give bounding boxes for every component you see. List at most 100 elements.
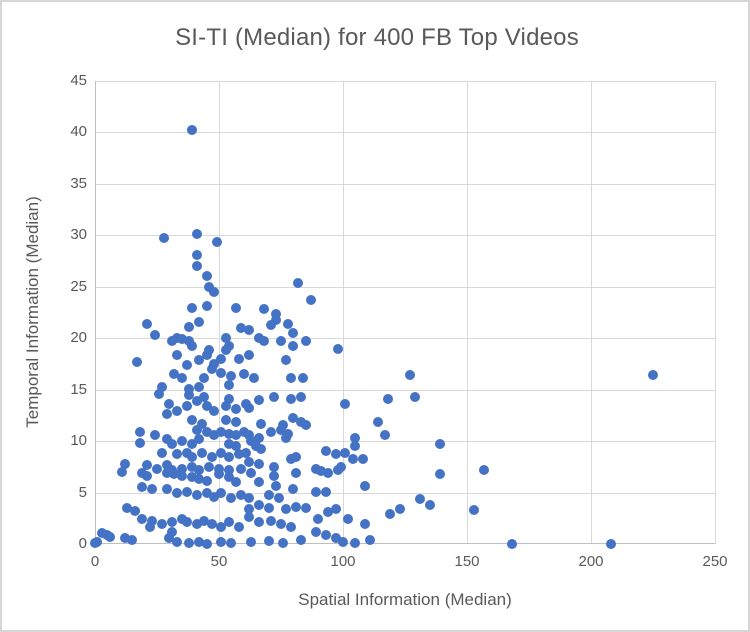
data-point: [194, 464, 205, 475]
data-point: [216, 487, 227, 498]
data-point: [147, 516, 158, 527]
data-point: [191, 249, 202, 260]
data-point: [280, 354, 291, 365]
data-point: [171, 536, 182, 547]
data-point: [216, 368, 227, 379]
data-point: [295, 534, 306, 545]
data-point: [285, 393, 296, 404]
data-point: [214, 469, 224, 480]
data-point: [181, 359, 192, 370]
v-gridline: [715, 81, 716, 544]
data-point: [243, 512, 254, 523]
data-point: [276, 424, 286, 435]
data-point: [253, 458, 264, 469]
data-point: [166, 517, 177, 528]
data-point: [169, 469, 180, 480]
data-point: [186, 414, 197, 425]
data-point: [186, 451, 197, 462]
data-point: [191, 261, 202, 272]
x-axis-title: Spatial Information (Median): [298, 590, 512, 609]
y-tick-label: 45: [70, 72, 87, 89]
x-tick-label: 150: [454, 553, 480, 570]
v-gridline: [591, 81, 592, 544]
data-point: [380, 429, 391, 440]
data-point: [342, 514, 353, 525]
v-gridline: [467, 81, 468, 544]
data-point: [226, 537, 237, 548]
data-point: [176, 471, 187, 482]
data-point: [194, 474, 205, 485]
data-point: [330, 449, 341, 460]
data-point: [132, 356, 143, 367]
data-point: [169, 369, 180, 380]
data-point: [223, 428, 234, 439]
data-point: [186, 461, 197, 472]
data-point: [104, 531, 115, 542]
data-point: [166, 336, 177, 347]
data-point: [194, 381, 205, 392]
data-point: [194, 354, 205, 365]
data-point: [201, 349, 212, 360]
data-point: [186, 341, 197, 352]
data-point: [310, 526, 321, 537]
data-point: [134, 438, 145, 449]
x-tick-label: 200: [578, 553, 604, 570]
data-point: [122, 502, 133, 513]
data-point: [231, 404, 242, 415]
data-point: [204, 281, 215, 292]
data-point: [300, 502, 311, 513]
data-point: [161, 459, 172, 470]
data-point: [186, 125, 197, 136]
data-point: [191, 519, 202, 530]
data-point: [253, 517, 264, 528]
data-point: [194, 434, 205, 445]
data-point: [149, 429, 160, 440]
data-point: [206, 451, 217, 462]
data-point: [266, 426, 277, 437]
data-point: [271, 314, 282, 325]
data-point: [231, 441, 242, 452]
data-point: [137, 482, 148, 493]
data-point: [253, 477, 264, 488]
data-point: [216, 521, 227, 532]
data-point: [199, 373, 210, 384]
data-point: [243, 403, 254, 414]
data-point: [186, 439, 197, 450]
y-tick-label: 30: [70, 226, 87, 244]
data-point: [142, 471, 153, 482]
data-point: [236, 489, 247, 500]
data-point: [310, 486, 321, 497]
h-gridline: [95, 338, 715, 340]
data-point: [142, 318, 153, 329]
data-point: [186, 303, 197, 314]
data-point: [395, 504, 406, 515]
data-point: [263, 535, 274, 546]
data-point: [236, 322, 247, 333]
data-point: [285, 521, 296, 532]
data-point: [288, 328, 299, 339]
y-tick-label: 25: [70, 277, 87, 295]
data-point: [479, 464, 490, 475]
data-point: [290, 501, 301, 512]
data-point: [176, 436, 187, 447]
data-point: [300, 419, 311, 430]
data-point: [92, 536, 103, 547]
h-gridline: [95, 492, 715, 494]
data-point: [191, 395, 202, 406]
data-point: [201, 426, 212, 437]
data-point: [184, 321, 195, 332]
data-point: [469, 505, 480, 516]
data-point: [243, 456, 254, 467]
data-point: [226, 371, 237, 382]
data-point: [211, 236, 222, 247]
v-gridline: [219, 81, 220, 544]
data-point: [404, 370, 415, 381]
data-point: [333, 343, 344, 354]
data-point: [144, 521, 155, 532]
data-point: [137, 514, 148, 525]
data-point: [258, 336, 269, 347]
data-point: [290, 468, 301, 478]
data-point: [298, 373, 309, 384]
data-point: [171, 449, 182, 460]
